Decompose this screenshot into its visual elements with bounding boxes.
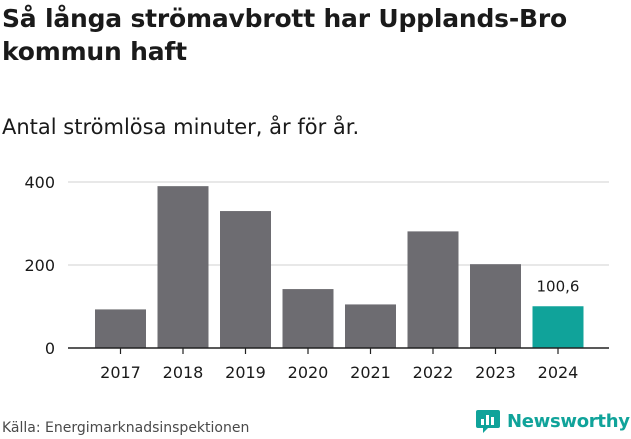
grid-lines (68, 181, 609, 266)
data-label: 100,6 (537, 277, 580, 295)
x-tick-label: 2022 (413, 363, 454, 382)
source-note: Källa: Energimarknadsinspektionen (2, 420, 250, 436)
y-tick-label: 200 (24, 256, 55, 275)
y-tick-label: 400 (24, 173, 55, 192)
x-tick-label: 2021 (350, 363, 391, 382)
x-tick-label: 2019 (225, 363, 266, 382)
bar-2021 (345, 304, 396, 348)
bar-2020 (282, 289, 334, 348)
x-tick-label: 2024 (538, 363, 579, 382)
x-tick-label: 2020 (288, 363, 329, 382)
newsworthy-logo-icon (476, 410, 500, 433)
x-tick-label: 2018 (163, 363, 204, 382)
brand-name: Newsworthy (507, 410, 630, 432)
y-tick-label: 0 (45, 339, 55, 358)
bar-2017 (95, 309, 146, 348)
bar-2019 (220, 211, 271, 348)
chart-subtitle: Antal strömlösa minuter, år för år. (2, 115, 360, 139)
x-axis-ticks: 2017 2018 2019 2020 2021 2022 2023 2024 (100, 348, 578, 382)
bar-2018 (157, 186, 209, 348)
bar-2022 (407, 231, 459, 348)
data-labels: 100,6 (537, 277, 580, 295)
bar-2023 (470, 264, 521, 348)
bar-2024 (532, 306, 584, 348)
chart-title: Så långa strömavbrott har Upplands-Bro k… (2, 4, 567, 66)
x-tick-label: 2023 (475, 363, 516, 382)
y-axis-ticks: 0 200 400 (24, 173, 55, 358)
brand-logo: Newsworthy (475, 408, 630, 434)
bars (95, 186, 584, 348)
x-tick-label: 2017 (100, 363, 141, 382)
